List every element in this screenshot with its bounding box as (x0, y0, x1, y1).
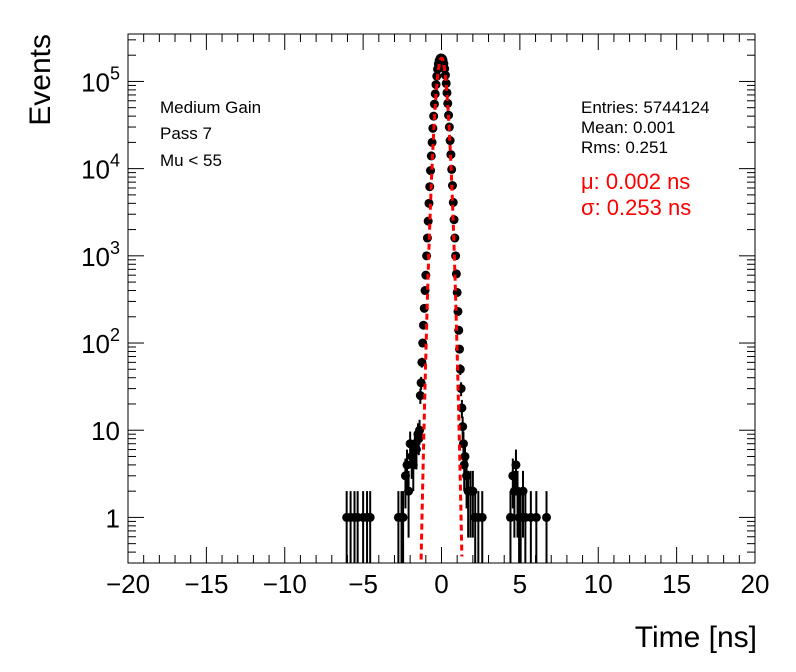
stats-mean: Mean: 0.001 (581, 118, 676, 137)
data-point (365, 512, 375, 522)
fit-mu-label: μ: 0.002 ns (581, 169, 690, 194)
x-tick-label: 15 (662, 569, 691, 599)
data-point (442, 88, 452, 98)
y-axis-label: Events (24, 34, 57, 126)
x-tick-label: −10 (263, 569, 307, 599)
data-point (404, 486, 414, 496)
x-tick-label: 20 (741, 569, 770, 599)
y-tick-label: 103 (81, 238, 120, 272)
stats-entries: Entries: 5744124 (581, 98, 710, 117)
x-axis-label: Time [ns] (635, 621, 757, 654)
y-tick-label: 104 (81, 151, 120, 185)
x-tick-label: −15 (184, 569, 228, 599)
data-point (402, 460, 412, 470)
y-tick-label: 102 (81, 325, 120, 359)
fit-curve (419, 56, 464, 560)
y-tick-label: 10 (91, 416, 120, 446)
x-tick-label: −5 (348, 569, 378, 599)
data-point (415, 391, 425, 401)
data-point (505, 512, 515, 522)
data-point (542, 512, 552, 522)
fit-sigma-label: σ: 0.253 ns (581, 195, 691, 220)
annotation-mu: Mu < 55 (160, 151, 222, 170)
fit-layer (419, 56, 464, 560)
stats-rms: Rms: 0.251 (581, 138, 668, 157)
data-point (398, 512, 408, 522)
y-tick-label: 1 (106, 503, 120, 533)
data-point (460, 451, 470, 461)
data-point (446, 150, 456, 160)
data-point (531, 512, 541, 522)
data-point (415, 425, 425, 435)
points-layer (342, 53, 552, 563)
x-tick-label: 5 (513, 569, 527, 599)
data-point (441, 78, 451, 88)
ticks-layer: −20 −15 −10 −5 0 5 10 15 20 1 10 102 103 104 105 (81, 34, 769, 599)
data-point (477, 512, 487, 522)
x-tick-label: 0 (434, 569, 448, 599)
data-point (416, 378, 426, 388)
annotation-gain: Medium Gain (160, 98, 261, 117)
data-point (443, 98, 453, 108)
annotation-pass: Pass 7 (160, 124, 212, 143)
x-tick-label: −20 (106, 569, 150, 599)
data-point (511, 460, 521, 470)
y-tick-label: 105 (81, 63, 120, 97)
x-tick-label: 10 (584, 569, 613, 599)
